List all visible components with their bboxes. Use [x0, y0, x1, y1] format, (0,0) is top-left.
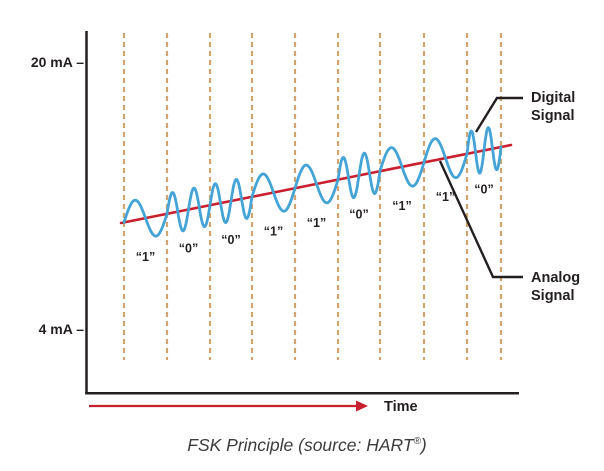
bit-label: “1”: [264, 225, 283, 239]
digital-signal-wave-group: [122, 126, 503, 238]
bit-label: “0”: [474, 182, 493, 196]
analog-signal-label-line1: Analog: [531, 270, 580, 286]
digital-signal-label-line1: Digital: [531, 90, 575, 106]
digital-signal-pointer-line: [474, 96, 523, 133]
bit-label: “1”: [392, 199, 411, 213]
figure-caption: FSK Principle (source: HART®): [187, 435, 426, 455]
time-arrowhead-icon: [356, 400, 368, 412]
bit-label: “0”: [349, 207, 368, 221]
bit-label: “1”: [436, 190, 455, 204]
y-axis-label-20ma: 20 mA –: [31, 54, 84, 70]
bit-label: “1”: [136, 250, 155, 264]
y-axis-label-4ma: 4 mA –: [39, 321, 85, 337]
digital-signal-wave: [122, 126, 503, 238]
bit-label: “0”: [179, 242, 198, 256]
bit-label: “0”: [221, 233, 240, 247]
analog-signal-pointer-line: [438, 160, 523, 279]
analog-signal-label-line2: Signal: [531, 288, 575, 304]
figure-caption-close: ): [419, 435, 427, 455]
registered-trademark-symbol: ®: [414, 436, 422, 447]
bit-label: “1”: [307, 216, 326, 230]
time-axis-label: Time: [384, 399, 418, 415]
digital-signal-label-line2: Signal: [531, 108, 575, 124]
figure-caption-text: FSK Principle (source: HART: [187, 435, 415, 455]
bit-labels-group: “1” “0” “0” “1” “1” “0” “1” “1” “0”: [136, 182, 494, 264]
